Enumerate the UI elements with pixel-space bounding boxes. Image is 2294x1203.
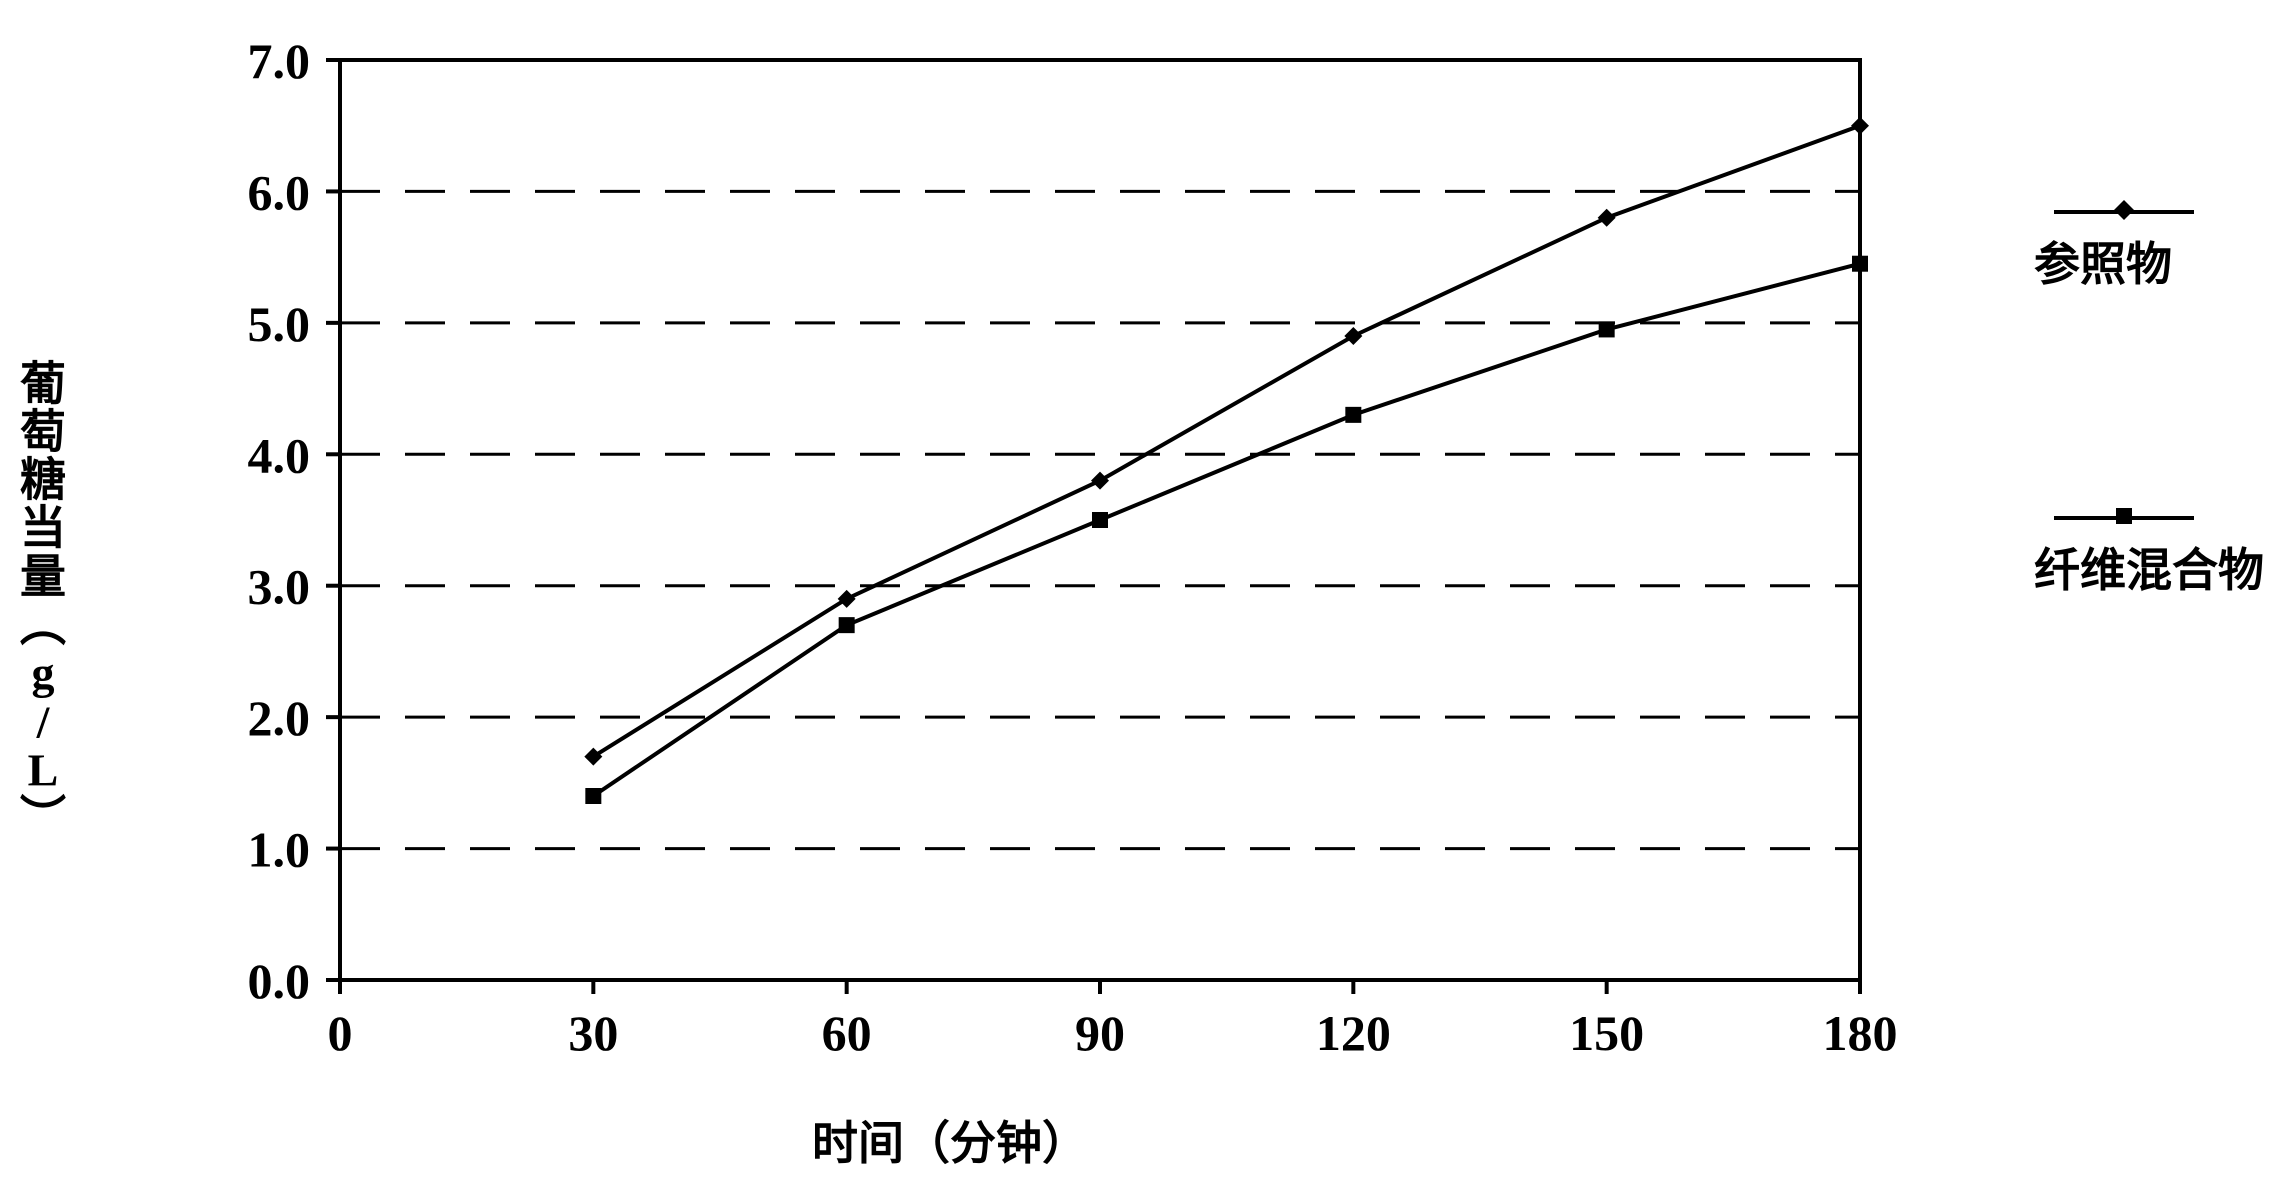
legend-label: 纤维混合物 (2034, 534, 2264, 600)
svg-text:120: 120 (1316, 1005, 1391, 1061)
chart-svg: 0 30 60 90 120 150 180 0.0 1.0 2.0 3.0 4.0 5.0 6.0 7.0 (0, 0, 2294, 1203)
svg-text:7.0: 7.0 (248, 33, 311, 89)
svg-text:60: 60 (822, 1005, 872, 1061)
legend-item-fiber-mix: 纤维混合物 (2034, 506, 2264, 600)
svg-text:150: 150 (1569, 1005, 1644, 1061)
legend: 参照物 纤维混合物 (2034, 200, 2264, 600)
svg-text:5.0: 5.0 (248, 296, 311, 352)
svg-text:30: 30 (568, 1005, 618, 1061)
legend-marker-diamond (2054, 200, 2194, 220)
svg-text:3.0: 3.0 (248, 559, 311, 615)
svg-text:90: 90 (1075, 1005, 1125, 1061)
legend-item-reference: 参照物 (2034, 200, 2264, 294)
svg-text:180: 180 (1823, 1005, 1898, 1061)
svg-text:0: 0 (328, 1005, 353, 1061)
svg-text:6.0: 6.0 (248, 164, 311, 220)
legend-marker-square (2054, 506, 2194, 526)
line-chart: 0 30 60 90 120 150 180 0.0 1.0 2.0 3.0 4.0 5.0 6.0 7.0… (0, 0, 2294, 1203)
legend-label: 参照物 (2034, 228, 2172, 294)
y-axis-label: 葡萄糖当量︵g/L︶ (20, 360, 66, 843)
svg-text:1.0: 1.0 (248, 822, 311, 878)
svg-text:2.0: 2.0 (248, 690, 311, 746)
svg-text:0.0: 0.0 (248, 953, 311, 1009)
svg-text:4.0: 4.0 (248, 427, 311, 483)
x-axis-label: 时间（分钟） (0, 1107, 1900, 1173)
